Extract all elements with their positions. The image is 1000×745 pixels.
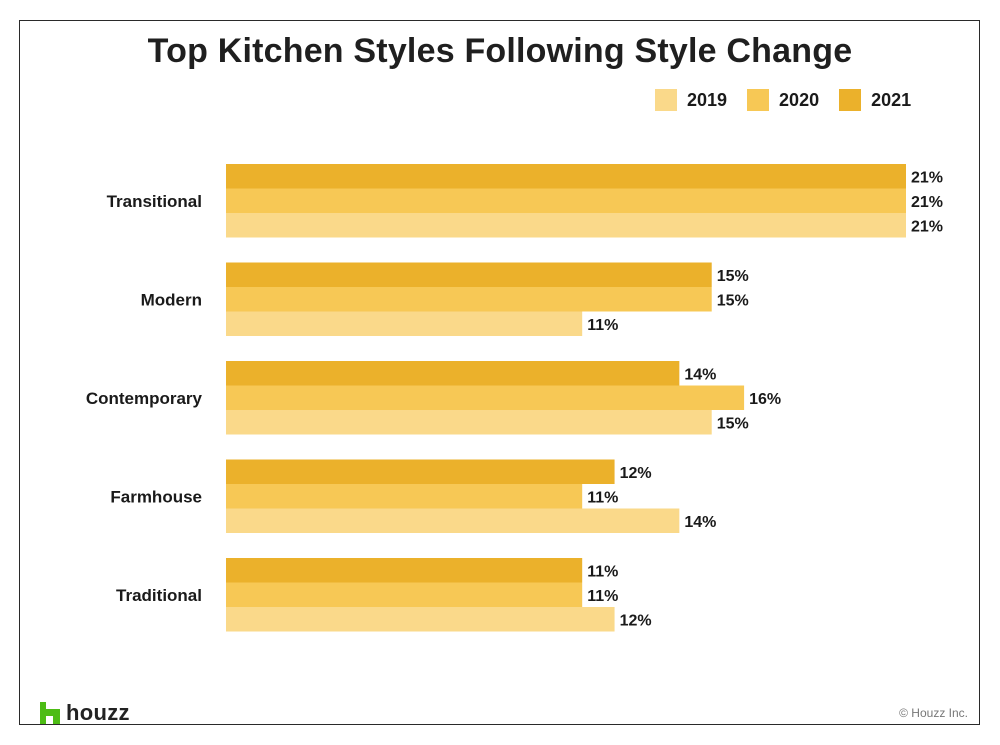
- bar-group-farmhouse: Farmhouse 12%11% 14%: [110, 459, 716, 533]
- data-label: 15%: [717, 268, 749, 285]
- bar-2020-transitional: [226, 188, 906, 213]
- category-label: Modern: [141, 290, 202, 309]
- data-label: 11%: [587, 489, 618, 506]
- chart-frame: [19, 20, 980, 725]
- bar-2021-transitional: [226, 164, 906, 189]
- bar-group-contemporary: Contemporary 14% 16%15%: [86, 361, 781, 435]
- bar-2019-farmhouse: [226, 508, 680, 533]
- category-label: Contemporary: [86, 389, 203, 408]
- data-label: 11%: [587, 563, 618, 580]
- data-label: 11%: [587, 317, 618, 334]
- legend-swatch-2019: [655, 89, 677, 111]
- data-label: 12%: [620, 465, 652, 482]
- bar-2020-contemporary: [226, 385, 745, 410]
- data-label: 15%: [717, 292, 749, 309]
- data-label: 15%: [717, 415, 749, 432]
- bar-2021-traditional: [226, 558, 583, 583]
- data-label: 21%: [911, 169, 943, 186]
- bar-2019-contemporary: [226, 410, 712, 435]
- data-label: 16%: [749, 391, 781, 408]
- legend-label-2021: 2021: [871, 89, 912, 110]
- bar-2019-modern: [226, 311, 583, 336]
- bar-2021-contemporary: [226, 361, 680, 386]
- bar-2020-traditional: [226, 582, 583, 607]
- bar-2020-farmhouse: [226, 484, 583, 509]
- legend-label-2019: 2019: [687, 89, 728, 110]
- legend-item-2019: 2019: [655, 89, 727, 111]
- category-label: Farmhouse: [110, 487, 202, 506]
- bar-2021-farmhouse: [226, 459, 615, 484]
- category-label: Traditional: [116, 586, 202, 605]
- legend-swatch-2021: [839, 89, 862, 111]
- data-label: 14%: [684, 514, 716, 531]
- data-label: 12%: [620, 612, 652, 629]
- legend-swatch-2020: [747, 89, 770, 111]
- houzz-logo-icon: [40, 702, 60, 724]
- bar-2020-modern: [226, 287, 712, 312]
- data-label: 21%: [911, 218, 943, 235]
- bar-2019-transitional: [226, 213, 906, 238]
- category-label: Transitional: [107, 192, 202, 211]
- legend-item-2020: 2020: [747, 89, 819, 111]
- data-label: 21%: [911, 194, 943, 211]
- bar-group-transitional: Transitional 21% 21% 21%: [107, 164, 943, 238]
- data-label: 14%: [684, 366, 716, 383]
- chart-legend: 2019 2020 2021: [655, 89, 931, 111]
- data-label: 11%: [587, 588, 618, 605]
- legend-label-2020: 2020: [779, 89, 820, 110]
- bar-2021-modern: [226, 262, 712, 287]
- logo-text: houzz: [66, 700, 130, 725]
- houzz-logo: houzz: [40, 700, 130, 726]
- bar-group-modern: Modern 15% 15% 11%: [141, 262, 749, 336]
- chart-title: Top Kitchen Styles Following Style Chang…: [147, 32, 853, 70]
- copyright-text: © Houzz Inc.: [899, 706, 968, 720]
- legend-item-2021: 2021: [839, 89, 911, 111]
- bar-2019-traditional: [226, 607, 615, 632]
